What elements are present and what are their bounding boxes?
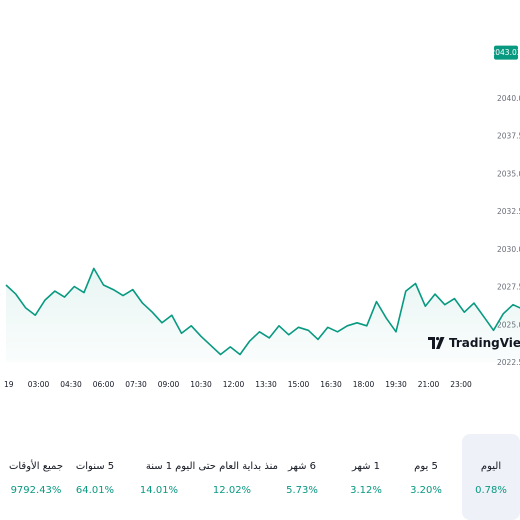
y-tick-label: 2040.00 [497, 94, 520, 103]
x-tick-label: 19:30 [385, 380, 407, 389]
tradingview-logo-text: TradingView [449, 336, 520, 350]
x-tick-label: 12:00 [223, 380, 245, 389]
period-1-year[interactable]: 1 سنة 14.01% [130, 434, 188, 520]
price-chart[interactable]: 2022.502025.002027.502030.002032.502035.… [0, 0, 520, 400]
period-1-month[interactable]: 1 شهر 3.12% [337, 434, 395, 520]
tradingview-logo-icon [428, 337, 445, 349]
period-change: 3.12% [350, 485, 382, 496]
x-tick-label: 07:30 [125, 380, 147, 389]
period-change: 9792.43% [10, 485, 62, 496]
x-axis: 19 03:00 04:30 06:00 07:30 09:00 10:30 12:00 13:… [4, 380, 472, 389]
last-price-label: 2043.03 [490, 45, 520, 60]
x-tick-label: 06:00 [93, 380, 115, 389]
period-5-days[interactable]: 5 يوم 3.20% [397, 434, 455, 520]
y-tick-label: 2022.50 [497, 358, 520, 367]
period-ytd[interactable]: منذ بداية العام حتى اليوم 12.02% [175, 434, 278, 520]
period-label: 5 سنوات [75, 461, 115, 472]
period-label: 5 يوم [414, 461, 438, 472]
x-tick-label: 03:00 [28, 380, 50, 389]
period-label: اليوم [480, 461, 502, 472]
x-tick-label: 15:00 [288, 380, 310, 389]
period-label: 1 شهر [351, 461, 381, 472]
period-label: جميع الأوقات [8, 461, 64, 472]
tradingview-logo[interactable]: TradingView [428, 336, 520, 350]
y-tick-label: 2035.00 [497, 169, 520, 178]
y-tick-label: 2037.50 [497, 132, 520, 141]
price-area-fill [6, 268, 520, 362]
period-label: 1 سنة [145, 461, 173, 472]
x-tick-label: 19 [4, 380, 14, 389]
x-tick-label: 23:00 [450, 380, 472, 389]
period-5-years[interactable]: 5 سنوات 64.01% [66, 434, 124, 520]
y-tick-label: 2030.00 [497, 245, 520, 254]
period-label: منذ بداية العام حتى اليوم [175, 461, 278, 472]
period-change: 12.02% [212, 485, 252, 496]
period-change: 14.01% [139, 485, 179, 496]
x-tick-label: 13:30 [255, 380, 277, 389]
period-change: 0.78% [475, 485, 507, 496]
period-change: 3.20% [410, 485, 442, 496]
period-today[interactable]: اليوم 0.78% [462, 434, 520, 520]
x-tick-label: 18:00 [353, 380, 375, 389]
y-tick-label: 2032.50 [497, 207, 520, 216]
x-tick-label: 16:30 [320, 380, 342, 389]
period-all-time[interactable]: جميع الأوقات 9792.43% [4, 434, 68, 520]
period-change: 64.01% [75, 485, 115, 496]
period-6-months[interactable]: 6 شهر 5.73% [273, 434, 331, 520]
x-tick-label: 21:00 [418, 380, 440, 389]
price-line [5, 267, 520, 356]
y-tick-label: 2027.50 [497, 283, 520, 292]
svg-text:2043.03: 2043.03 [490, 48, 520, 57]
period-change: 5.73% [286, 485, 318, 496]
period-label: 6 شهر [287, 461, 317, 472]
x-tick-label: 09:00 [158, 380, 180, 389]
x-tick-label: 04:30 [60, 380, 82, 389]
x-tick-label: 10:30 [190, 380, 212, 389]
performance-periods: اليوم 0.78% 5 يوم 3.20% 1 شهر 3.12% 6 شه… [0, 434, 520, 520]
